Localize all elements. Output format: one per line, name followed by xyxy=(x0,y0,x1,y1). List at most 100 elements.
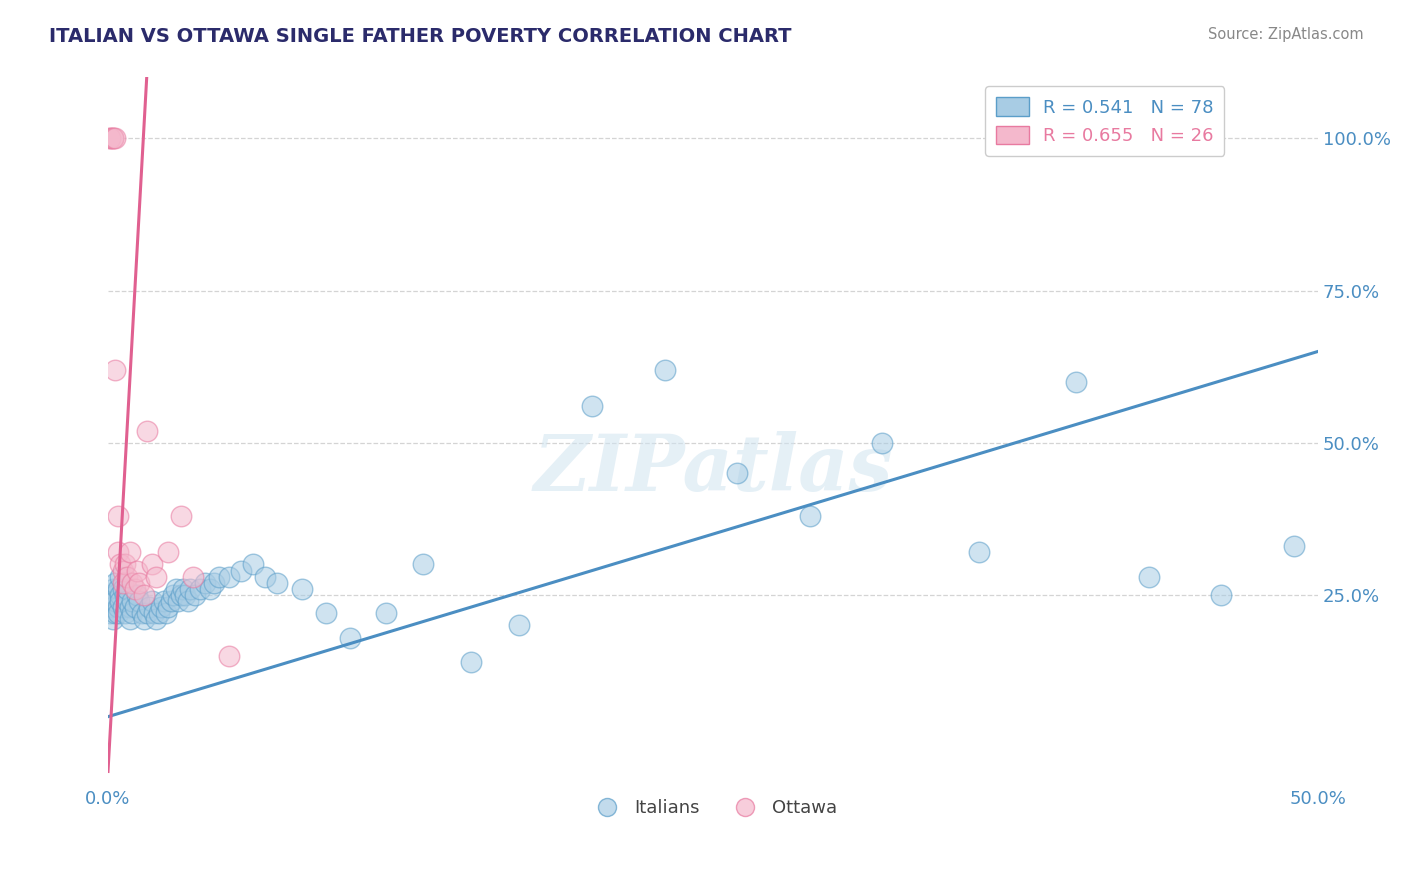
Point xyxy=(242,558,264,572)
Text: ZIPatlas: ZIPatlas xyxy=(533,431,893,508)
Point xyxy=(135,424,157,438)
Point xyxy=(121,575,143,590)
Point xyxy=(124,600,146,615)
Point xyxy=(654,362,676,376)
Point xyxy=(229,564,252,578)
Point xyxy=(177,594,200,608)
Point xyxy=(128,575,150,590)
Point xyxy=(969,545,991,559)
Point xyxy=(111,575,134,590)
Point xyxy=(339,631,361,645)
Point xyxy=(152,594,174,608)
Text: Source: ZipAtlas.com: Source: ZipAtlas.com xyxy=(1208,27,1364,42)
Point xyxy=(125,564,148,578)
Point xyxy=(101,612,124,626)
Point xyxy=(104,575,127,590)
Point xyxy=(107,545,129,559)
Point xyxy=(1211,588,1233,602)
Point xyxy=(118,545,141,559)
Point xyxy=(179,582,201,596)
Point xyxy=(198,582,221,596)
Point xyxy=(107,600,129,615)
Point xyxy=(111,582,134,596)
Point xyxy=(107,508,129,523)
Point xyxy=(131,606,153,620)
Point xyxy=(799,508,821,523)
Legend: Italians, Ottawa: Italians, Ottawa xyxy=(582,792,844,824)
Point xyxy=(172,582,194,596)
Point xyxy=(165,582,187,596)
Point xyxy=(145,612,167,626)
Point xyxy=(194,575,217,590)
Point xyxy=(118,612,141,626)
Point xyxy=(135,606,157,620)
Point xyxy=(101,131,124,145)
Point xyxy=(117,569,139,583)
Point xyxy=(291,582,314,596)
Point xyxy=(124,582,146,596)
Point xyxy=(117,582,139,596)
Point xyxy=(167,594,190,608)
Point xyxy=(218,569,240,583)
Point xyxy=(375,606,398,620)
Point xyxy=(100,131,122,145)
Point xyxy=(581,399,603,413)
Point xyxy=(128,594,150,608)
Point xyxy=(218,648,240,663)
Point xyxy=(143,606,166,620)
Point xyxy=(141,558,163,572)
Point xyxy=(101,600,124,615)
Point xyxy=(1282,539,1305,553)
Point xyxy=(150,600,173,615)
Point xyxy=(174,588,197,602)
Point xyxy=(134,588,156,602)
Point xyxy=(104,588,127,602)
Point xyxy=(157,545,180,559)
Point xyxy=(101,131,124,145)
Point xyxy=(107,582,129,596)
Point xyxy=(138,600,160,615)
Point xyxy=(184,588,207,602)
Point xyxy=(508,618,530,632)
Point xyxy=(315,606,337,620)
Point xyxy=(1064,375,1087,389)
Point xyxy=(155,606,177,620)
Point xyxy=(141,594,163,608)
Point xyxy=(104,362,127,376)
Point xyxy=(169,588,191,602)
Point xyxy=(157,600,180,615)
Point xyxy=(114,558,136,572)
Point xyxy=(121,594,143,608)
Point xyxy=(145,569,167,583)
Point xyxy=(101,594,124,608)
Point xyxy=(872,435,894,450)
Point xyxy=(108,594,131,608)
Point xyxy=(108,588,131,602)
Point xyxy=(104,594,127,608)
Point xyxy=(111,600,134,615)
Point xyxy=(148,606,170,620)
Point xyxy=(208,569,231,583)
Point xyxy=(107,606,129,620)
Point xyxy=(108,569,131,583)
Text: ITALIAN VS OTTAWA SINGLE FATHER POVERTY CORRELATION CHART: ITALIAN VS OTTAWA SINGLE FATHER POVERTY … xyxy=(49,27,792,45)
Point xyxy=(100,131,122,145)
Point xyxy=(108,558,131,572)
Point xyxy=(266,575,288,590)
Point xyxy=(104,606,127,620)
Point xyxy=(160,594,183,608)
Point xyxy=(412,558,434,572)
Point xyxy=(114,606,136,620)
Point xyxy=(169,508,191,523)
Point xyxy=(118,600,141,615)
Point xyxy=(101,582,124,596)
Point xyxy=(162,588,184,602)
Point xyxy=(134,612,156,626)
Point xyxy=(725,466,748,480)
Point xyxy=(254,569,277,583)
Point xyxy=(114,588,136,602)
Point xyxy=(1137,569,1160,583)
Point xyxy=(188,582,211,596)
Point xyxy=(111,564,134,578)
Point xyxy=(460,655,482,669)
